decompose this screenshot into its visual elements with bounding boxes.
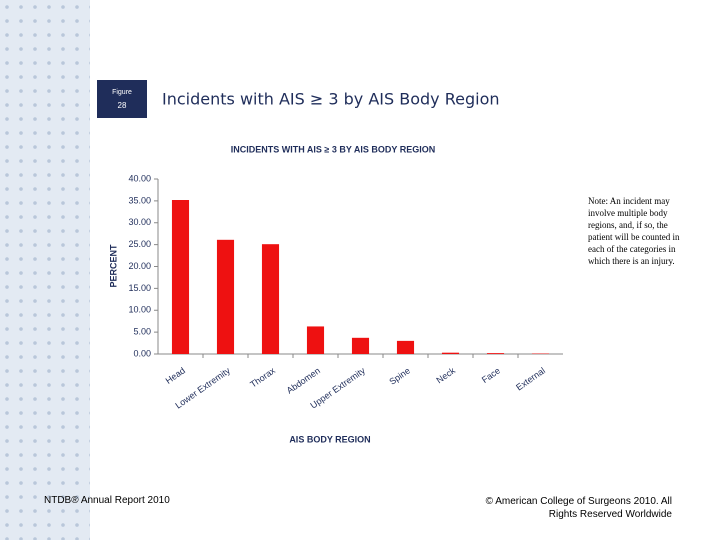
heading: Incidents with AIS ≥ 3 by AIS Body Regio… — [162, 90, 500, 109]
y-tick-label: 30.00 — [128, 217, 151, 227]
y-tick-label: 5.00 — [133, 327, 151, 337]
bar — [441, 352, 460, 354]
bar — [351, 337, 370, 354]
chart-title: INCIDENTS WITH AIS ≥ 3 BY AIS BODY REGIO… — [231, 144, 435, 154]
figure-word: Figure — [112, 89, 132, 96]
footer-left: NTDB® Annual Report 2010 — [44, 495, 170, 506]
bar — [171, 200, 190, 354]
y-tick-label: 20.00 — [128, 261, 151, 271]
y-axis-title: PERCENT — [108, 244, 118, 288]
y-tick-label: 25.00 — [128, 239, 151, 249]
bar — [306, 326, 325, 354]
y-tick-label: 10.00 — [128, 305, 151, 315]
footer-right: © American College of Surgeons 2010. All… — [485, 496, 672, 520]
bar — [261, 244, 280, 354]
y-tick-label: 35.00 — [128, 195, 151, 205]
y-tick-label: 15.00 — [128, 283, 151, 293]
x-axis-title: AIS BODY REGION — [289, 434, 370, 444]
bar — [486, 353, 505, 354]
figure-box — [97, 80, 147, 118]
note: Note: An incident may involve multiple b… — [588, 196, 680, 266]
figure-number: 28 — [118, 101, 127, 110]
y-tick-label: 40.00 — [128, 173, 151, 183]
bar — [396, 340, 415, 354]
side-pattern — [0, 0, 90, 540]
bar — [216, 239, 235, 354]
y-tick-label: 0.00 — [133, 348, 151, 358]
